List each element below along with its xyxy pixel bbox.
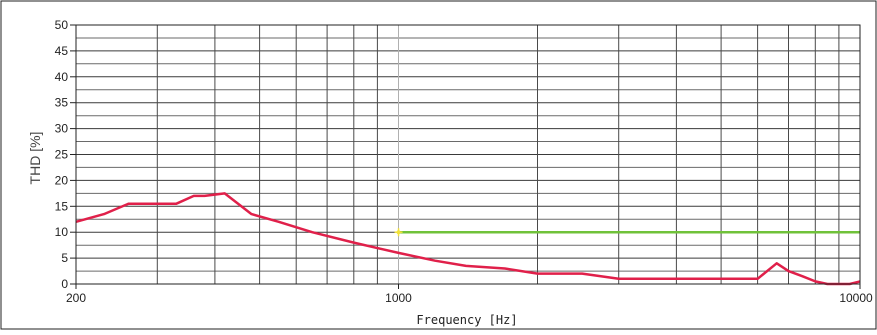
y-tick-label: 15: [55, 199, 69, 213]
series-line-red: [75, 192, 861, 286]
x-tick-label: 200: [66, 291, 86, 305]
y-tick-label: 0: [61, 277, 68, 291]
cursor-marker: [394, 228, 403, 237]
y-tick-layer: 0 5 10 15 20 25 30 35 40 45 50: [55, 18, 76, 291]
y-tick-label: 10: [55, 225, 69, 239]
y-axis-label: THD [%]: [27, 132, 43, 185]
y-tick-label: 30: [55, 122, 69, 136]
y-tick-label: 25: [55, 148, 69, 162]
series-layer: [75, 192, 861, 286]
x-tick-label: 1000: [385, 291, 412, 305]
y-tick-label: 45: [55, 44, 69, 58]
y-tick-label: 5: [61, 251, 68, 265]
y-tick-label: 20: [55, 173, 69, 187]
y-tick-label: 35: [55, 96, 69, 110]
x-tick-label: 10000: [839, 291, 873, 305]
x-tick-layer: 200 1000 10000: [66, 284, 873, 305]
y-tick-label: 40: [55, 70, 69, 84]
y-tick-label: 50: [55, 18, 69, 32]
grid-layer: [76, 24, 860, 285]
x-axis-label: Frequency [Hz]: [416, 313, 517, 327]
